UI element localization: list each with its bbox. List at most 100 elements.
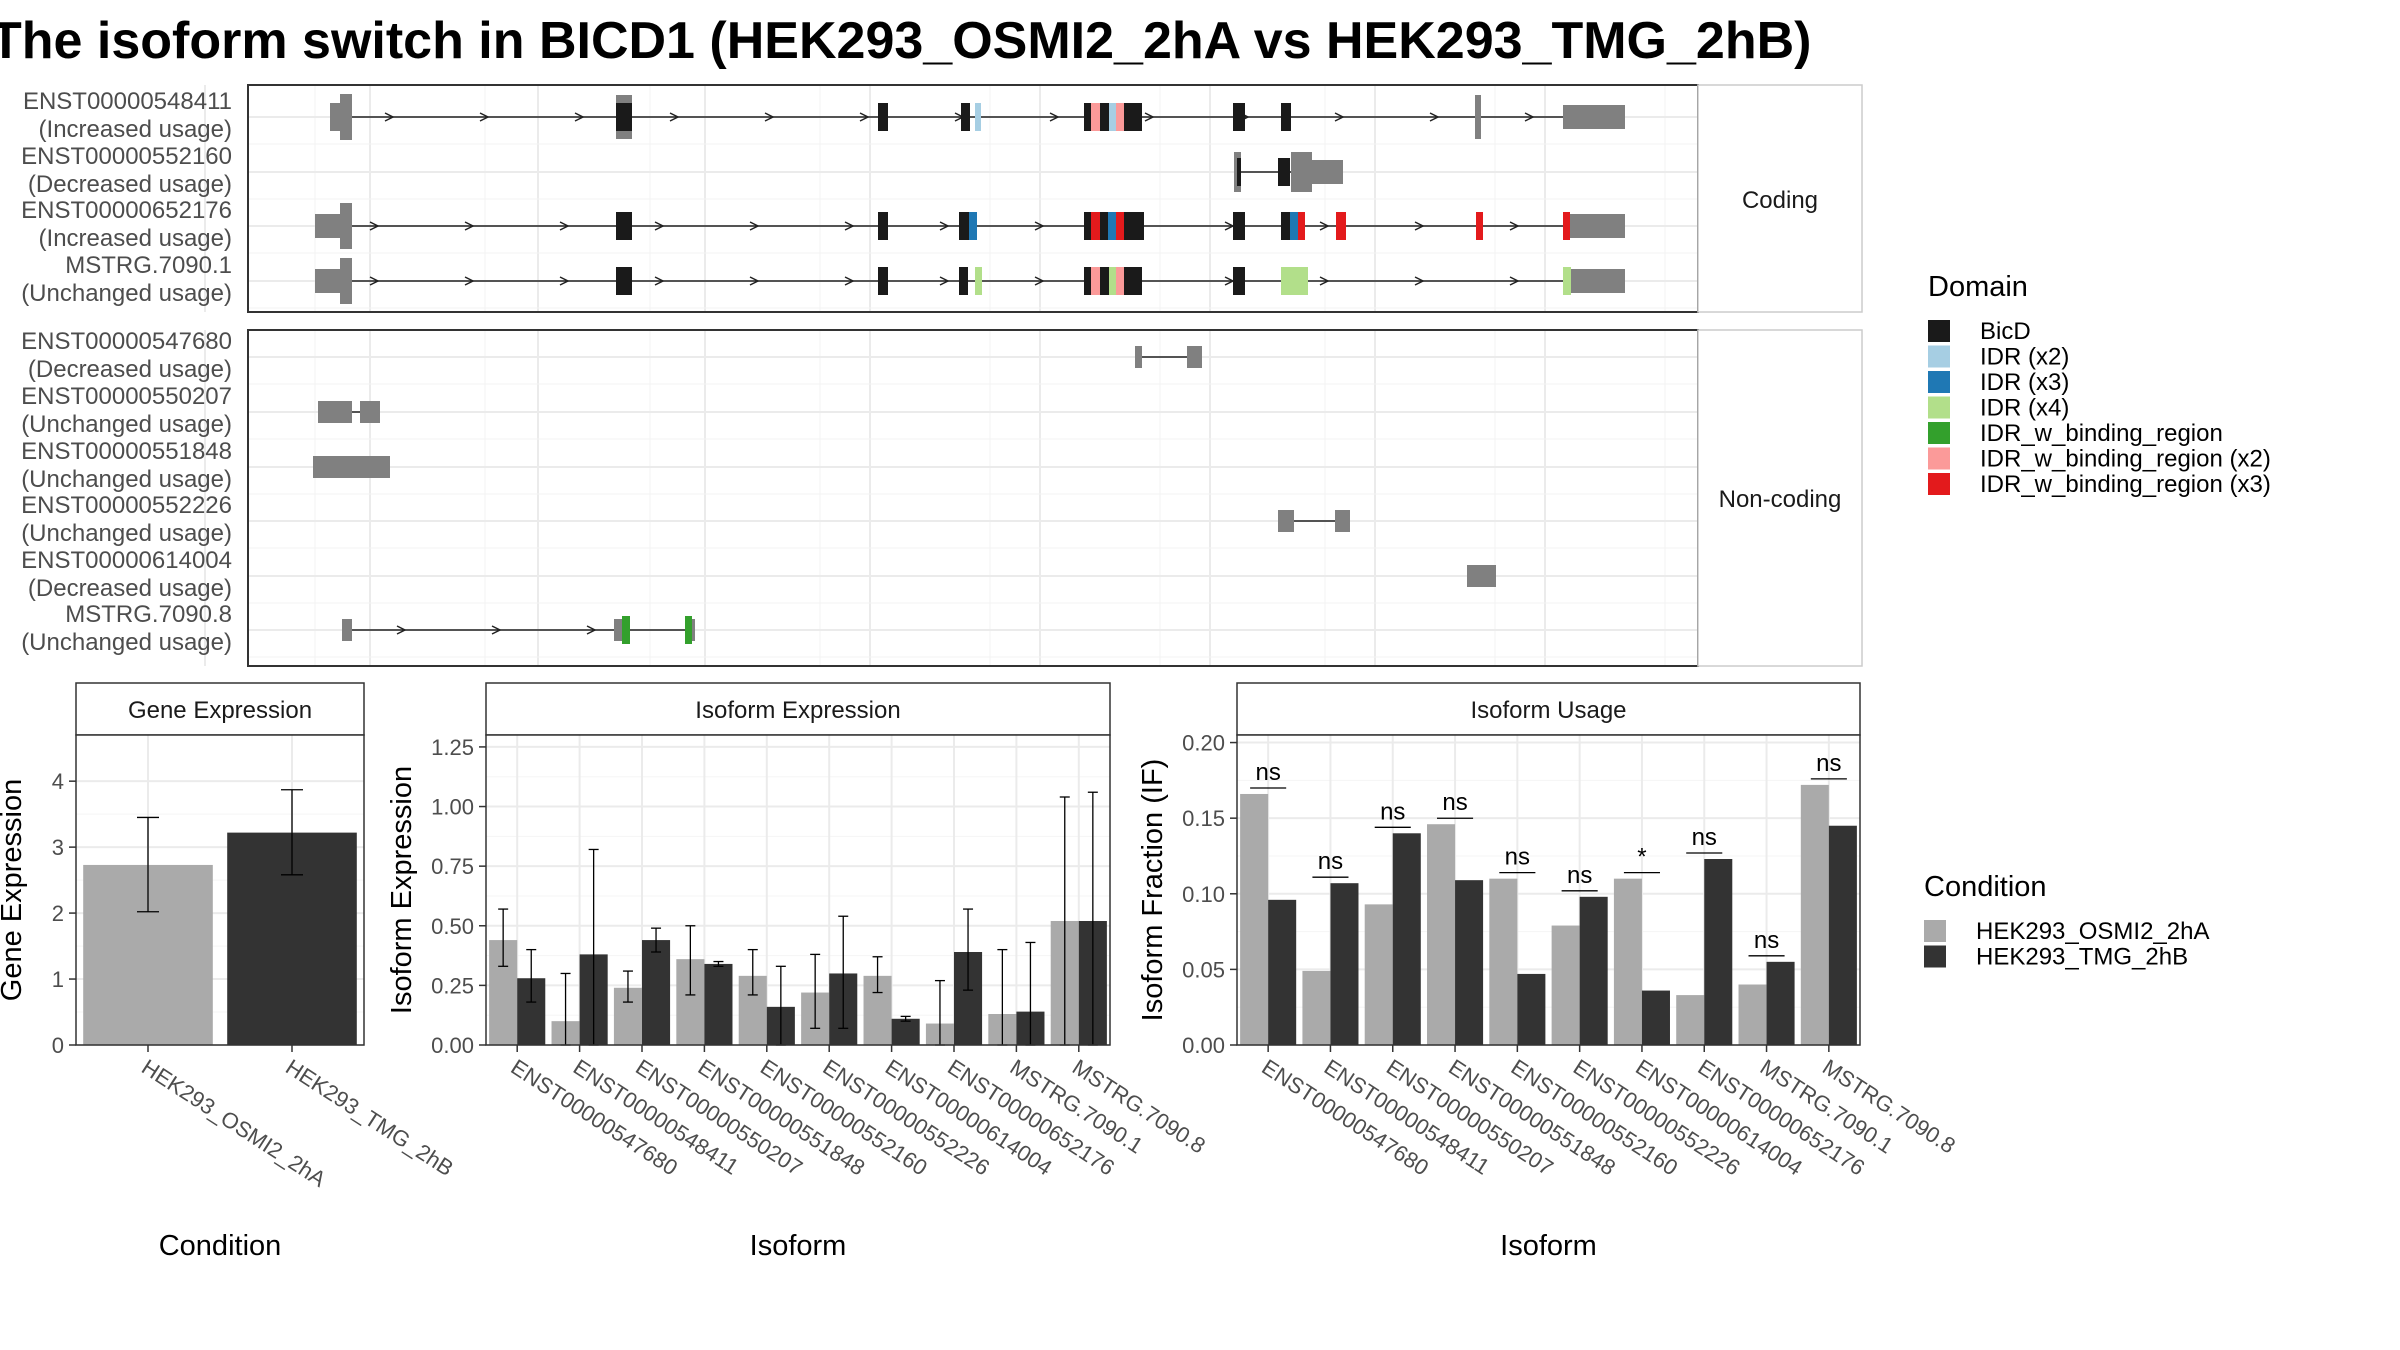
domain-legend-label: IDR (x4) (1980, 395, 2069, 422)
strand-arrow (384, 112, 395, 122)
domain-segment (616, 103, 632, 131)
y-tick-label: 0.10 (1182, 882, 1225, 907)
bar (1551, 925, 1580, 1045)
domain-legend-swatch (1928, 345, 1950, 368)
coding-strip-label: Coding (1742, 187, 1818, 214)
domain-segment (1298, 212, 1305, 240)
exon (614, 619, 625, 641)
strand-arrow (1524, 112, 1535, 122)
bar (1330, 883, 1359, 1045)
y-tick-label: 0.50 (431, 914, 474, 939)
strand-arrow (369, 221, 380, 231)
domain-legend-label: IDR (x3) (1980, 369, 2069, 396)
domain-segment (959, 267, 968, 295)
strand-arrow (586, 625, 597, 635)
domain-segment (1281, 103, 1291, 131)
transcript-id-label: ENST00000548411 (23, 88, 232, 115)
exon (340, 258, 352, 304)
condition-legend-swatch (1924, 920, 1946, 942)
transcript-usage-label: (Decreased usage) (28, 356, 232, 383)
exon (342, 619, 352, 641)
y-tick-label: 0.00 (1182, 1033, 1225, 1058)
y-tick-label: 0.75 (431, 854, 474, 879)
y-tick-label: 4 (52, 769, 64, 794)
domain-segment (878, 212, 888, 240)
transcript-ENST00000652176 (315, 203, 1625, 249)
strand-arrow (574, 112, 585, 122)
exon (1312, 160, 1343, 184)
strand-arrow (764, 112, 775, 122)
transcript-ENST00000548411 (330, 94, 1625, 140)
chart-strip-label: Gene Expression (128, 697, 312, 724)
strand-arrow (1034, 221, 1045, 231)
strand-arrow (939, 221, 950, 231)
bar (1240, 793, 1269, 1045)
plot-border (75, 734, 365, 1046)
strand-arrow (491, 625, 502, 635)
noncoding-panel-background (248, 330, 1698, 666)
plot-border (485, 734, 1111, 1046)
exon (1467, 565, 1496, 587)
strand-arrow (1319, 276, 1330, 286)
significance-label: ns (1255, 759, 1280, 786)
domain-segment (1281, 267, 1290, 295)
domain-segment (1131, 267, 1142, 295)
domain-segment (616, 212, 632, 240)
strand-arrow (749, 276, 760, 286)
coding-strip (1697, 84, 1863, 313)
x-axis-title: Isoform (750, 1230, 847, 1262)
y-axis-title: Isoform Expression (386, 766, 418, 1014)
bar-chart-isoform-usage: Isoform Usage0.000.050.100.150.20ENST000… (1137, 682, 1960, 1262)
bar (1613, 878, 1642, 1045)
domain-legend-title: Domain (1928, 271, 2028, 303)
domain-segment (878, 103, 888, 131)
domain-segment (1091, 103, 1100, 131)
strand-arrow (1414, 221, 1425, 231)
exon (340, 94, 352, 140)
domain-segment (1233, 212, 1245, 240)
bar (1455, 880, 1484, 1045)
domain-segment (1233, 103, 1245, 131)
domain-legend-swatch (1928, 447, 1950, 470)
bar (1800, 784, 1829, 1045)
significance-label: ns (1567, 862, 1592, 889)
noncoding-strip (1697, 329, 1863, 667)
domain-segment (969, 212, 977, 240)
y-axis-title: Gene Expression (0, 779, 28, 1001)
domain-segment (616, 267, 632, 295)
domain-segment (1476, 212, 1483, 240)
domain-legend-swatch (1928, 422, 1950, 444)
plot-border (1236, 734, 1861, 1046)
domain-segment (1281, 212, 1290, 240)
domain-segment (1091, 267, 1100, 295)
strand-arrow (654, 221, 665, 231)
domain-legend-label: IDR_w_binding_region (x2) (1980, 446, 2271, 473)
transcript-id-label: MSTRG.7090.8 (65, 601, 232, 628)
y-tick-label: 0.15 (1182, 806, 1225, 831)
figure-title: The isoform switch in BICD1 (HEK293_OSMI… (0, 12, 1811, 70)
significance-label: ns (1380, 798, 1405, 825)
transcript-id-label: ENST00000551848 (21, 438, 232, 465)
domain-segment (1290, 212, 1298, 240)
bar (1738, 984, 1767, 1045)
bar (1489, 878, 1518, 1045)
domain-segment (1124, 212, 1135, 240)
strand-arrow (859, 112, 870, 122)
transcript-id-label: ENST00000652176 (21, 197, 232, 224)
exon (360, 401, 380, 423)
domain-segment (685, 616, 692, 644)
domain-segment (1084, 267, 1091, 295)
domain-legend-swatch (1928, 371, 1950, 393)
domain-segment (1109, 267, 1116, 295)
strand-arrow (1319, 221, 1330, 231)
bar (1302, 970, 1331, 1045)
domain-segment (1336, 212, 1346, 240)
bar (1766, 961, 1795, 1045)
exon (1563, 269, 1625, 293)
domain-segment (622, 616, 630, 644)
strand-arrow (939, 276, 950, 286)
transcript-usage-label: (Unchanged usage) (21, 629, 232, 656)
significance-label: ns (1692, 824, 1717, 851)
domain-segment (1290, 267, 1300, 295)
